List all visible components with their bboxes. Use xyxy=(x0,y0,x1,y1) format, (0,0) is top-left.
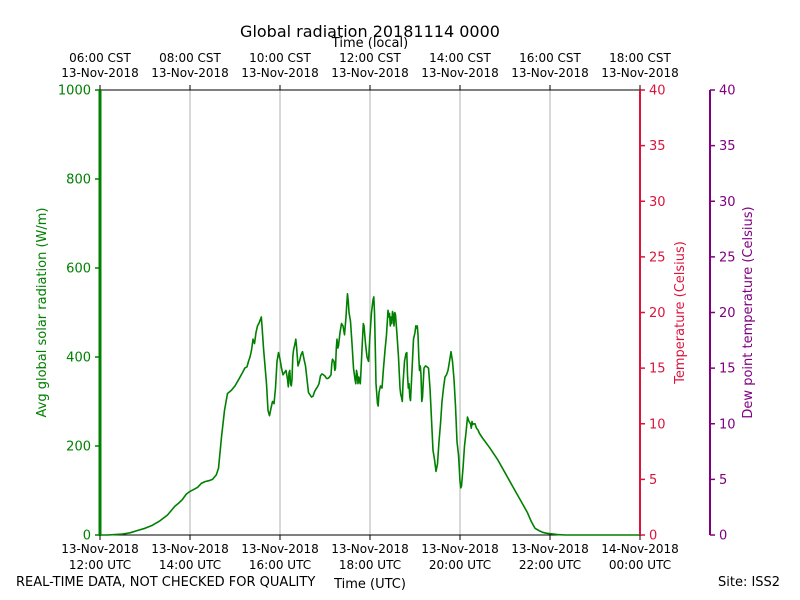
temperature-tick-label: 5 xyxy=(649,473,657,488)
local-tick-time: 14:00 CST xyxy=(429,51,491,65)
dewpoint-tick-label: 40 xyxy=(719,84,736,99)
utc-tick-time: 00:00 UTC xyxy=(609,558,671,572)
left-tick-label: 0 xyxy=(83,529,91,544)
dewpoint-tick-label: 20 xyxy=(719,306,736,321)
utc-tick-time: 22:00 UTC xyxy=(519,558,581,572)
quality-note: REAL-TIME DATA, NOT CHECKED FOR QUALITY xyxy=(16,575,316,590)
utc-tick-date: 13-Nov-2018 xyxy=(61,542,139,556)
local-tick-date: 13-Nov-2018 xyxy=(421,66,499,80)
dewpoint-tick-label: 5 xyxy=(719,473,727,488)
local-tick-date: 13-Nov-2018 xyxy=(331,66,409,80)
left-tick-label: 600 xyxy=(66,262,91,277)
dewpoint-tick-label: 15 xyxy=(719,362,736,377)
left-tick-label: 200 xyxy=(66,440,91,455)
left-tick-label: 800 xyxy=(66,173,91,188)
local-tick-time: 06:00 CST xyxy=(69,51,131,65)
utc-tick-date: 13-Nov-2018 xyxy=(241,542,319,556)
utc-tick-date: 13-Nov-2018 xyxy=(151,542,229,556)
local-tick-time: 16:00 CST xyxy=(519,51,581,65)
local-tick-time: 12:00 CST xyxy=(339,51,401,65)
site-label: Site: ISS2 xyxy=(718,575,781,590)
temperature-axis: 0 5 10 15 20 25 30 35 40 Temperature (Celsius) xyxy=(639,84,688,544)
utc-tick-date: 13-Nov-2018 xyxy=(421,542,499,556)
local-tick-date: 13-Nov-2018 xyxy=(241,66,319,80)
dewpoint-tick-label: 0 xyxy=(719,529,727,544)
local-tick-time: 10:00 CST xyxy=(249,51,311,65)
utc-time-axis: 13-Nov-2018 12:00 UTC 13-Nov-2018 14:00 UTC… xyxy=(61,535,679,592)
x2-axis-label: Time (local) xyxy=(331,36,408,51)
dewpoint-axis-label: Dew point temperature (Celsius) xyxy=(741,206,756,418)
radiation-series xyxy=(100,292,640,536)
local-tick-date: 13-Nov-2018 xyxy=(61,66,139,80)
dewpoint-axis: 0 5 10 15 20 25 30 35 40 Dew point temperature (C… xyxy=(709,84,756,544)
local-tick-date: 13-Nov-2018 xyxy=(151,66,229,80)
utc-tick-time: 16:00 UTC xyxy=(249,558,311,572)
utc-tick-time: 14:00 UTC xyxy=(159,558,221,572)
left-axis-label: Avg global solar radiation (W/m) xyxy=(35,208,50,418)
x-axis-label: Time (UTC) xyxy=(333,577,406,592)
dewpoint-tick-label: 10 xyxy=(719,417,736,432)
left-tick-label: 400 xyxy=(66,351,91,366)
temperature-axis-label: Temperature (Celsius) xyxy=(673,241,688,385)
local-tick-time: 08:00 CST xyxy=(159,51,221,65)
local-tick-time: 18:00 CST xyxy=(609,51,671,65)
utc-tick-time: 20:00 UTC xyxy=(429,558,491,572)
left-tick-label: 1000 xyxy=(58,84,91,99)
temperature-tick-label: 30 xyxy=(649,195,666,210)
utc-tick-time: 18:00 UTC xyxy=(339,558,401,572)
utc-tick-time: 12:00 UTC xyxy=(69,558,131,572)
dewpoint-tick-label: 35 xyxy=(719,139,736,154)
utc-tick-date: 13-Nov-2018 xyxy=(511,542,589,556)
local-tick-date: 13-Nov-2018 xyxy=(511,66,589,80)
temperature-tick-label: 25 xyxy=(649,250,666,265)
utc-tick-date: 14-Nov-2018 xyxy=(601,542,679,556)
temperature-tick-label: 40 xyxy=(649,84,666,99)
local-tick-date: 13-Nov-2018 xyxy=(601,66,679,80)
dewpoint-tick-label: 25 xyxy=(719,250,736,265)
radiation-line xyxy=(100,292,640,536)
radiation-axis: 0 200 400 600 800 1000 Avg global solar radiat… xyxy=(35,84,102,544)
temperature-tick-label: 0 xyxy=(649,529,657,544)
chart-title: Global radiation 20181114 0000 xyxy=(240,22,500,41)
temperature-tick-label: 10 xyxy=(649,417,666,432)
temperature-tick-label: 35 xyxy=(649,139,666,154)
temperature-tick-label: 15 xyxy=(649,362,666,377)
temperature-tick-label: 20 xyxy=(649,306,666,321)
vertical-gridlines xyxy=(189,90,551,535)
utc-tick-date: 13-Nov-2018 xyxy=(331,542,409,556)
dewpoint-tick-label: 30 xyxy=(719,195,736,210)
